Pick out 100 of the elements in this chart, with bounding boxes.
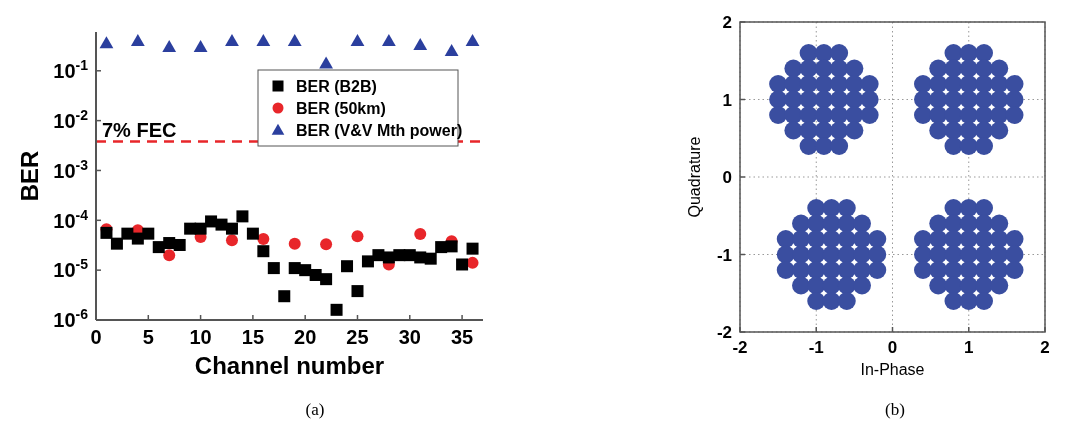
point	[1005, 75, 1024, 93]
point	[914, 261, 932, 279]
point	[990, 214, 1009, 233]
point	[990, 276, 1009, 295]
point	[110, 237, 123, 250]
point	[361, 255, 374, 268]
point	[256, 33, 271, 46]
point	[246, 227, 259, 240]
point	[424, 252, 437, 265]
x-tick-label: 15	[241, 326, 265, 348]
point	[792, 276, 810, 295]
point	[868, 261, 887, 279]
point	[1005, 90, 1024, 109]
point	[975, 44, 993, 62]
point	[853, 276, 871, 295]
y-tick-label: 10$^{-3}$	[53, 156, 89, 182]
legend-label: BER (50km)	[296, 100, 386, 117]
point	[381, 33, 396, 46]
point	[814, 137, 833, 155]
x-axis-title: In-Phase	[860, 361, 925, 378]
point	[287, 33, 302, 46]
point	[267, 262, 280, 275]
y-tick-label: 0	[722, 168, 732, 188]
point	[435, 241, 448, 254]
point	[975, 137, 993, 155]
point	[225, 33, 239, 46]
point	[914, 106, 932, 124]
y-tick-label: 10$^{-4}$	[53, 206, 89, 232]
x-tick-label: 20	[294, 326, 317, 348]
point	[845, 59, 864, 78]
x-axis-title: Channel number	[194, 352, 385, 379]
x-tick-label: 10	[189, 326, 212, 348]
point	[99, 36, 114, 49]
point	[225, 234, 238, 247]
point	[121, 227, 134, 240]
legend-label: BER (V&V Mth power)	[296, 122, 463, 139]
point	[1005, 261, 1024, 279]
text: (b)	[885, 400, 905, 419]
point	[351, 285, 364, 298]
point	[194, 222, 207, 235]
point	[853, 214, 871, 233]
x-tick-label: 1	[964, 338, 974, 357]
point	[944, 292, 963, 310]
point	[868, 230, 887, 248]
x-tick-label: 2	[1040, 338, 1050, 357]
point	[1005, 230, 1024, 248]
point	[784, 121, 803, 140]
x-tick-label: -1	[808, 338, 824, 357]
point	[162, 40, 177, 53]
point	[959, 137, 978, 155]
point	[769, 106, 788, 124]
point	[131, 232, 144, 245]
y-tick-label: 10$^{-5}$	[53, 256, 89, 282]
ref-line-label: 7% FEC	[102, 118, 177, 141]
point	[860, 90, 879, 109]
point	[822, 292, 841, 310]
point	[830, 44, 849, 62]
point	[444, 44, 459, 57]
point	[845, 121, 864, 140]
point	[319, 56, 334, 69]
point	[465, 33, 480, 46]
point	[288, 237, 301, 250]
point	[414, 228, 427, 241]
point	[837, 292, 856, 310]
point	[799, 137, 818, 155]
point	[959, 292, 978, 310]
legend-label: BER (B2B)	[296, 78, 377, 95]
point	[257, 245, 270, 258]
point	[860, 75, 879, 93]
x-tick-label: 30	[398, 326, 421, 348]
y-tick-label: -1	[716, 245, 732, 265]
y-axis-title: Quadrature	[686, 136, 703, 218]
text: (a)	[305, 400, 325, 419]
y-tick-label: 1	[722, 90, 732, 110]
point	[184, 222, 197, 235]
y-tick-label: 10$^{-1}$	[53, 56, 89, 82]
point	[193, 40, 208, 53]
y-tick-label: 10$^{-2}$	[53, 106, 89, 132]
point	[466, 242, 479, 255]
y-axis-title: BER	[16, 150, 43, 202]
point	[278, 290, 291, 303]
point	[341, 260, 354, 273]
point	[868, 245, 887, 264]
point	[413, 38, 428, 51]
point	[860, 106, 879, 124]
point	[351, 230, 364, 243]
point	[320, 238, 333, 251]
point	[929, 276, 948, 295]
point	[163, 249, 176, 262]
point	[350, 33, 365, 46]
point	[975, 199, 993, 217]
y-tick-label: 2	[722, 13, 732, 33]
point	[142, 227, 155, 240]
point	[236, 210, 249, 223]
point	[1005, 245, 1024, 264]
point	[830, 137, 849, 155]
point	[257, 233, 270, 246]
point	[807, 292, 826, 310]
x-tick-label: 25	[346, 326, 369, 348]
point	[975, 292, 993, 310]
